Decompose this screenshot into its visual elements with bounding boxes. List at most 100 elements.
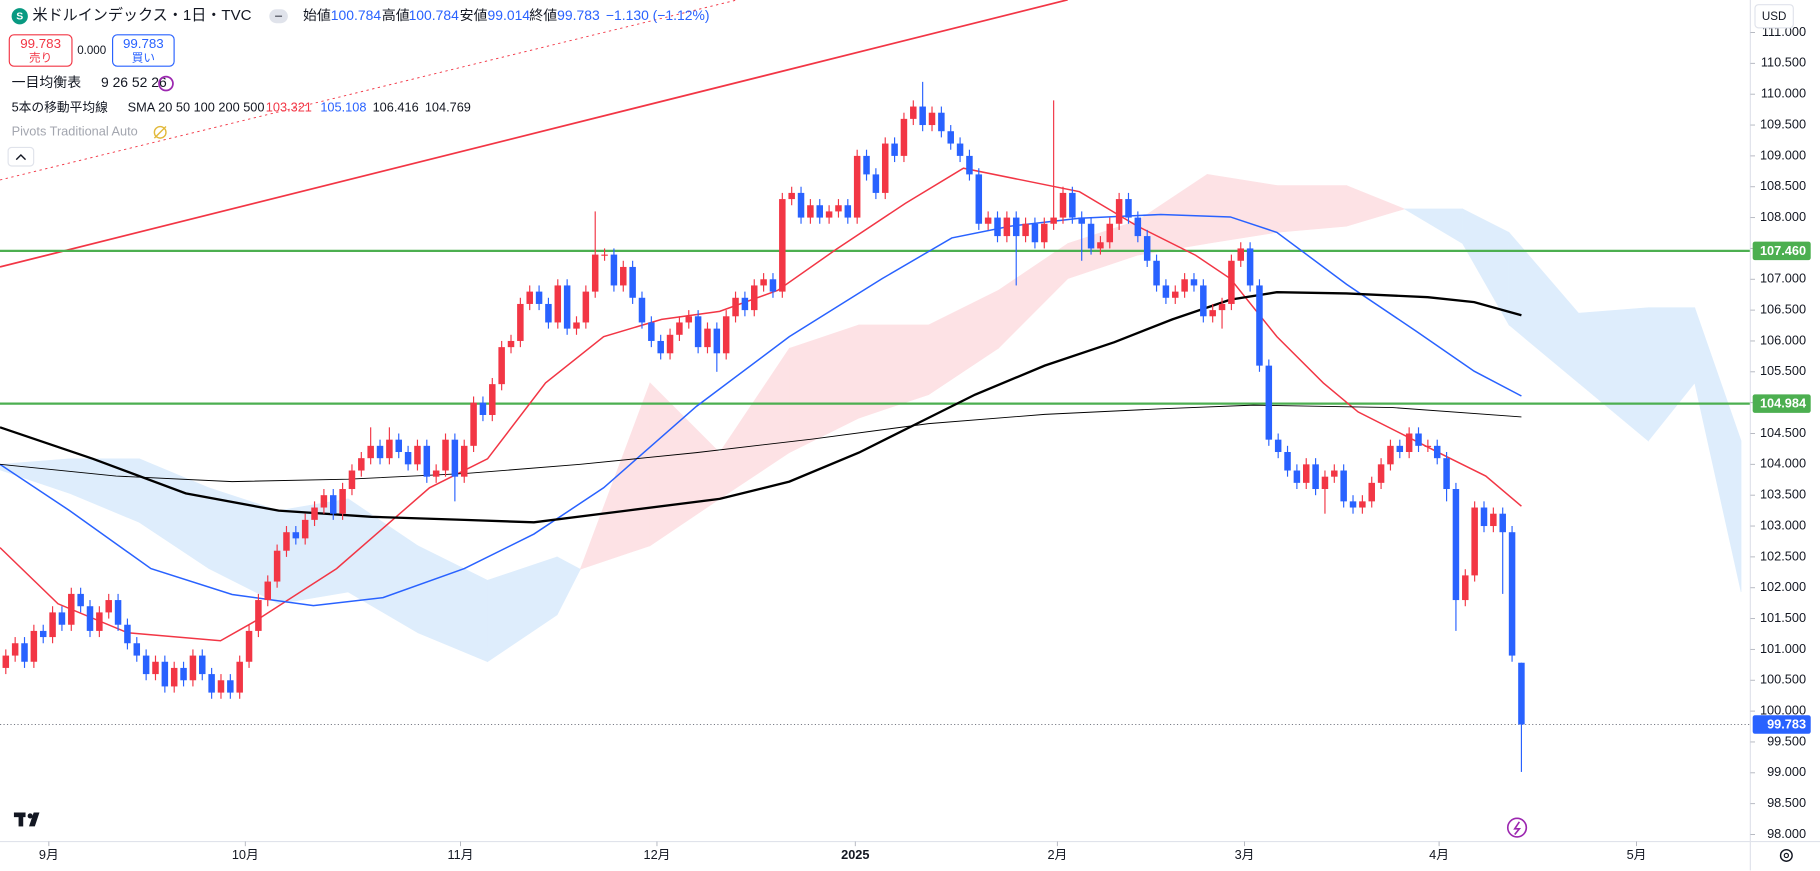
event-bolt (1513, 821, 1522, 836)
y-tick-label: 105.500 (1760, 363, 1806, 378)
candle-body (573, 322, 580, 329)
currency: USD (1762, 10, 1786, 23)
candle-body (96, 612, 103, 631)
candle-body (1415, 433, 1422, 446)
candle-body (900, 118, 908, 156)
candle-body (1340, 470, 1347, 502)
candle-body (704, 328, 711, 348)
header: S 米ドルインデックス・1日・TVC 始値 100.784 高値 100.784… (7, 4, 1794, 167)
ichimoku-params: 9 26 52 26 (101, 74, 167, 90)
candle-body (180, 667, 187, 681)
price-label-box (1752, 715, 1811, 734)
settings-icon[interactable] (1779, 848, 1793, 862)
cloud-segment (1346, 185, 1406, 227)
candle-body (1125, 199, 1132, 218)
candle-body (694, 316, 702, 348)
ma-value: 104.769 (425, 99, 471, 114)
y-tick-label: 104.500 (1760, 425, 1806, 440)
candle-body (348, 470, 356, 490)
candle-body (891, 143, 898, 156)
moving-average-line (0, 167, 1522, 642)
candle-body (339, 489, 346, 514)
x-tick-label: 10月 (232, 847, 259, 862)
candle-body (788, 192, 795, 200)
price-label: 99.783 (1767, 716, 1806, 731)
cloud-segment (1206, 174, 1278, 244)
candle-body (741, 297, 749, 311)
candle-body (470, 402, 477, 446)
candle-body (86, 606, 94, 631)
candle-body (947, 131, 954, 144)
y-tick-label: 107.000 (1760, 271, 1806, 286)
candle-body (105, 600, 112, 613)
candle-body (376, 445, 384, 459)
candle-body (872, 174, 880, 193)
candle-body (1387, 445, 1394, 465)
candle-body (713, 328, 721, 354)
candle-body (1471, 507, 1478, 576)
candle-body (124, 624, 131, 644)
candle-body (170, 667, 178, 687)
candle-body (526, 291, 533, 304)
currency-button[interactable] (1754, 4, 1794, 29)
candle-body (1087, 223, 1095, 249)
candle-body (1443, 458, 1450, 490)
candle-body (1293, 470, 1301, 483)
sell-label: 売り (29, 52, 52, 65)
candle-body (255, 600, 262, 631)
candle-body (975, 174, 983, 224)
candle-body (489, 384, 496, 415)
candle-body (114, 600, 122, 625)
candle-body (1302, 464, 1310, 483)
pivots-hidden-icon[interactable] (153, 125, 167, 139)
change-value: −1.130 (−1.12%) (606, 7, 710, 23)
candle-body (1209, 310, 1216, 317)
candle-body (685, 316, 693, 323)
x-tick-label: 12月 (643, 847, 670, 862)
sell-button[interactable] (8, 34, 73, 67)
candle-body (1237, 248, 1245, 261)
event-icon[interactable] (1506, 817, 1528, 838)
tv-logo (13, 812, 40, 827)
y-tick-label: 102.000 (1760, 579, 1806, 594)
cloud-segment (1694, 307, 1742, 593)
candle-body (1115, 199, 1123, 224)
y-tick-label: 100.000 (1760, 702, 1806, 717)
candle-body (367, 445, 374, 459)
candle-body (1162, 285, 1170, 298)
candle-body (245, 630, 253, 662)
candle-body (779, 199, 786, 292)
candle-body (1490, 513, 1497, 527)
y-tick-label: 98.000 (1767, 826, 1806, 841)
buy-price: 99.783 (123, 36, 164, 51)
candle-body (1359, 501, 1366, 508)
candle-body (208, 674, 215, 693)
y-tick-label: 101.500 (1760, 610, 1806, 625)
candle-body (423, 445, 431, 477)
candle-body (58, 612, 66, 625)
buy-button[interactable] (112, 34, 175, 67)
candle-body (1424, 445, 1432, 447)
candle-body (49, 612, 56, 638)
y-tick-label: 110.000 (1761, 86, 1806, 101)
candle-body (769, 279, 777, 292)
candle-body (844, 205, 852, 218)
candle-body (863, 155, 870, 175)
y-tick-label: 110.500 (1761, 55, 1806, 70)
candle-body (582, 291, 590, 323)
candle-body (1106, 223, 1114, 243)
ichimoku-icon[interactable] (158, 75, 174, 92)
y-tick-label: 106.500 (1760, 301, 1806, 316)
candle-body (610, 254, 618, 286)
ma-value: 105.108 (320, 99, 366, 114)
price-label-box (1752, 241, 1811, 261)
candle-body (68, 593, 75, 625)
collapse-button[interactable] (7, 146, 35, 167)
candle-body (1246, 248, 1254, 286)
y-tick-label: 109.000 (1760, 147, 1806, 162)
candle-body (264, 581, 272, 601)
sell-price: 99.783 (20, 36, 61, 51)
candle-body (329, 495, 337, 514)
candle-body (311, 507, 318, 520)
settings-icon-core (1783, 852, 1790, 859)
